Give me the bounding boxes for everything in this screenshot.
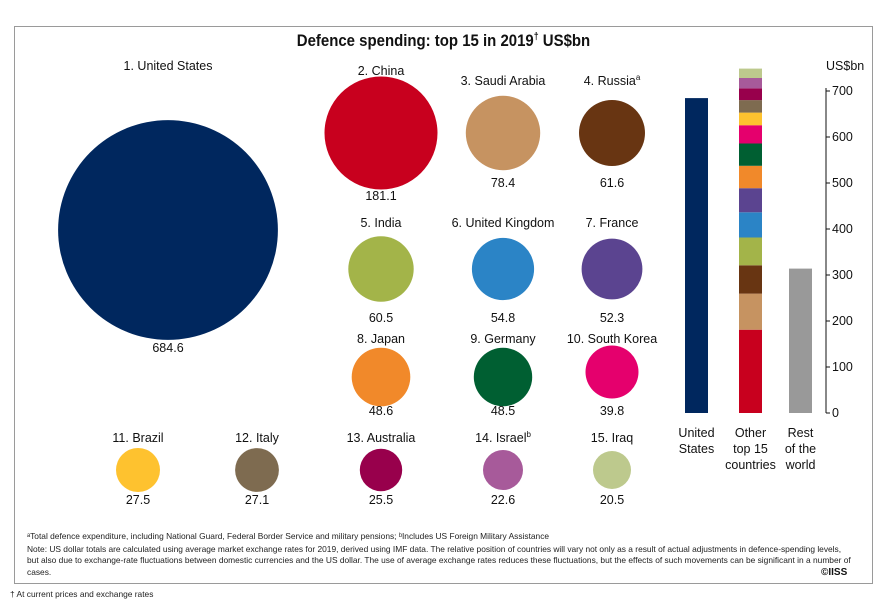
bubble-label-russia: 4. Russiaa <box>584 73 641 88</box>
bubble-value-china: 181.1 <box>365 189 396 203</box>
chart-title: Defence spending: top 15 in 2019† US$bn <box>296 31 591 50</box>
bubble-united-states <box>58 120 278 340</box>
bubble-value-russia: 61.6 <box>600 176 624 190</box>
bubble-label-france: 7. France <box>586 216 639 230</box>
stack-segment-china <box>739 329 762 413</box>
bubble-brazil <box>116 448 160 492</box>
y-tick-label: 0 <box>832 406 839 420</box>
bubble-value-israel: 22.6 <box>491 493 515 507</box>
copyright: ©IISS <box>821 567 848 578</box>
bubble-value-brazil: 27.5 <box>126 493 150 507</box>
y-axis-unit-label: US$bn <box>826 59 864 73</box>
y-tick-label: 400 <box>832 222 853 236</box>
stack-segment-brazil <box>739 112 762 126</box>
bubble-value-france: 52.3 <box>600 311 624 325</box>
stack-segment-russia <box>739 265 762 294</box>
bar-united-states <box>685 98 708 413</box>
bubble-label-israel: 14. Israelb <box>475 430 531 445</box>
bubble-value-south-korea: 39.8 <box>600 404 624 418</box>
bubble-value-united-kingdom: 54.8 <box>491 311 515 325</box>
bubble-value-united-states: 684.6 <box>152 341 183 355</box>
bubble-label-united-kingdom: 6. United Kingdom <box>452 216 555 230</box>
bubble-italy <box>235 448 279 492</box>
bubble-australia <box>359 448 403 492</box>
y-tick-label: 100 <box>832 360 853 374</box>
stack-segment-australia <box>739 88 762 101</box>
bar-category-label: Rest of the world <box>785 426 817 472</box>
bubble-japan <box>351 347 411 407</box>
footnote-superscripts: ᵃTotal defence expenditure, including Na… <box>27 531 550 541</box>
bubble-label-brazil: 11. Brazil <box>112 431 163 445</box>
y-tick-label: 300 <box>832 268 853 282</box>
bubble-value-iraq: 20.5 <box>600 493 624 507</box>
stack-segment-japan <box>739 165 762 189</box>
bubble-germany <box>473 347 533 407</box>
y-tick-label: 500 <box>832 176 853 190</box>
bubble-value-australia: 25.5 <box>369 493 393 507</box>
stack-segment-south-korea <box>739 125 762 144</box>
bubble-united-kingdom <box>471 237 535 301</box>
bubble-label-south-korea: 10. South Korea <box>567 332 657 346</box>
bubble-label-united-states: 1. United States <box>124 59 213 73</box>
stack-segment-germany <box>739 143 762 166</box>
bubble-label-china: 2. China <box>358 64 405 78</box>
note-text: Note: US dollar totals are calculated us… <box>27 544 851 577</box>
bubble-label-iraq: 15. Iraq <box>591 431 633 445</box>
bubble-china <box>324 76 438 190</box>
y-tick-label: 200 <box>832 314 853 328</box>
y-tick-label: 600 <box>832 130 853 144</box>
bubble-value-india: 60.5 <box>369 311 393 325</box>
y-tick-label: 700 <box>832 84 853 98</box>
chart-frame <box>14 26 873 584</box>
stack-segment-france <box>739 188 762 213</box>
bubble-south-korea <box>585 345 639 399</box>
bar-rest-of-the-world <box>789 268 812 413</box>
bubble-value-japan: 48.6 <box>369 404 393 418</box>
bubble-label-germany: 9. Germany <box>470 332 536 346</box>
stack-segment-israel <box>739 78 762 89</box>
bar-category-label: Other top 15 countries <box>725 426 776 472</box>
stack-segment-iraq <box>739 68 762 78</box>
bubble-iraq <box>593 451 631 489</box>
bubble-israel <box>483 450 523 490</box>
stack-segment-united-kingdom <box>739 212 762 238</box>
stack-segment-italy <box>739 100 762 113</box>
bubble-value-italy: 27.1 <box>245 493 269 507</box>
bubble-france <box>581 238 643 300</box>
dagger-footnote: † At current prices and exchange rates <box>10 589 154 599</box>
bubble-label-india: 5. India <box>360 216 401 230</box>
bubble-russia <box>579 100 645 166</box>
bar-category-label: United States <box>678 426 714 456</box>
bubble-saudi-arabia <box>465 95 541 171</box>
stack-segment-india <box>739 237 762 266</box>
bubble-label-saudi-arabia: 3. Saudi Arabia <box>461 74 546 88</box>
bubble-value-germany: 48.5 <box>491 404 515 418</box>
stack-segment-saudi-arabia <box>739 293 762 330</box>
bubble-label-japan: 8. Japan <box>357 332 405 346</box>
bubble-label-australia: 13. Australia <box>347 431 416 445</box>
bubble-india <box>348 236 414 302</box>
bubble-label-italy: 12. Italy <box>235 431 280 445</box>
bubble-value-saudi-arabia: 78.4 <box>491 176 515 190</box>
